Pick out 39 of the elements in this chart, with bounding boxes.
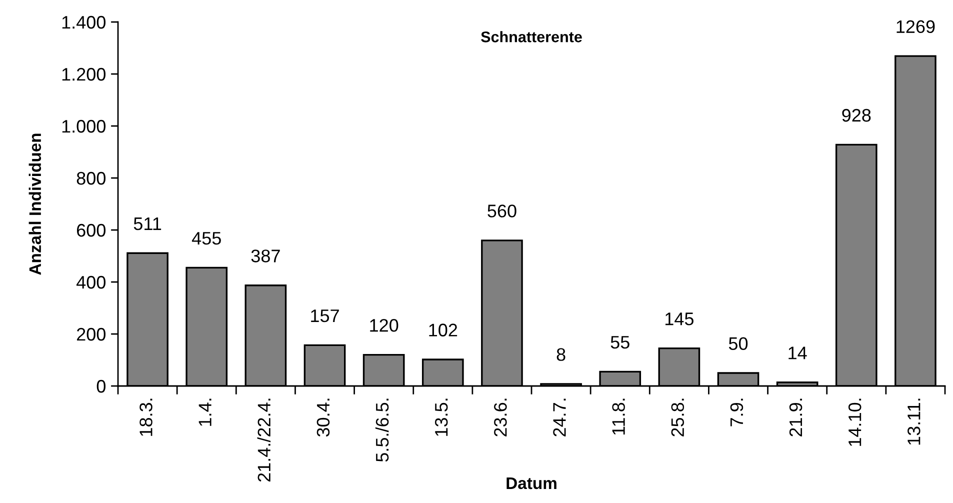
x-tick-label: 11.8. <box>612 398 625 435</box>
data-label: 560 <box>488 204 516 218</box>
x-tick-label: 23.6. <box>494 398 507 436</box>
data-label: 455 <box>192 232 221 245</box>
x-tick-label: 7.9. <box>730 398 744 426</box>
data-label: 8 <box>556 348 566 361</box>
data-label: 1269 <box>896 20 935 34</box>
data-label: 145 <box>665 312 694 326</box>
y-tick-label: 200 <box>76 328 106 341</box>
x-tick-label: 18.3. <box>140 398 152 436</box>
chart-title: Schnatterente <box>481 31 582 42</box>
x-tick-label: 1.4. <box>198 398 212 426</box>
x-tick-label: 24.7. <box>553 398 566 436</box>
x-tick-label: 21.4./22.4. <box>257 398 271 482</box>
data-label: 387 <box>251 250 280 262</box>
x-tick-label: 5.5./6.5. <box>375 398 389 462</box>
x-axis-title: Datum <box>506 477 556 490</box>
data-label: 14 <box>788 346 807 360</box>
y-tick-label: 1.400 <box>62 16 106 29</box>
x-tick-label: 21.9. <box>789 398 802 436</box>
y-axis-title: Anzahl Individuen <box>28 134 42 275</box>
x-tick-label: 14.10. <box>848 398 862 446</box>
data-label: 928 <box>842 108 871 122</box>
y-tick-label: 1.200 <box>62 68 106 81</box>
data-label: 511 <box>134 218 162 230</box>
x-tick-label: 30.4. <box>316 398 330 437</box>
data-label: 50 <box>728 337 748 350</box>
data-label: 120 <box>370 319 398 332</box>
y-tick-label: 800 <box>76 172 106 185</box>
y-tick-label: 400 <box>76 276 106 289</box>
y-tick-label: 1.000 <box>62 120 106 133</box>
y-tick-label: 600 <box>76 224 106 237</box>
y-tick-label: 0 <box>96 380 106 393</box>
data-label: 102 <box>429 324 458 336</box>
data-label: 55 <box>610 336 630 349</box>
x-tick-label: 13.5. <box>434 398 448 436</box>
data-label: 157 <box>311 310 339 322</box>
x-tick-label: 13.11. <box>908 398 920 445</box>
x-tick-label: 25.8. <box>671 398 684 436</box>
